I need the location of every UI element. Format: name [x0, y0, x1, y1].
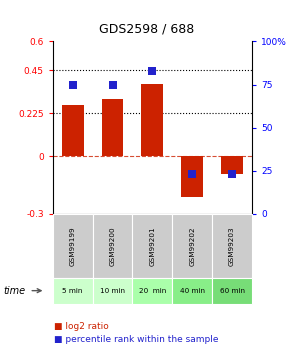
Point [190, 171, 195, 177]
Text: GSM99200: GSM99200 [110, 226, 115, 266]
Text: 40 min: 40 min [180, 288, 205, 294]
Text: ■ log2 ratio: ■ log2 ratio [54, 322, 109, 331]
Text: 60 min: 60 min [219, 288, 245, 294]
Bar [181, 156, 203, 197]
Text: GSM99202: GSM99202 [189, 226, 195, 266]
Point [230, 171, 234, 177]
Text: GSM99201: GSM99201 [149, 226, 155, 266]
Text: GSM99203: GSM99203 [229, 226, 235, 266]
Point [150, 68, 155, 73]
Text: time: time [3, 286, 25, 296]
Text: 5 min: 5 min [62, 288, 83, 294]
Bar [102, 99, 123, 156]
Text: 10 min: 10 min [100, 288, 125, 294]
Text: GDS2598 / 688: GDS2598 / 688 [99, 23, 194, 36]
Point [70, 82, 75, 87]
Point [110, 82, 115, 87]
Text: ■ percentile rank within the sample: ■ percentile rank within the sample [54, 335, 219, 344]
FancyArrowPatch shape [32, 289, 41, 293]
Bar [62, 105, 84, 156]
Text: GSM99199: GSM99199 [70, 226, 76, 266]
Bar [221, 156, 243, 174]
Text: 20  min: 20 min [139, 288, 166, 294]
Bar [142, 83, 163, 156]
